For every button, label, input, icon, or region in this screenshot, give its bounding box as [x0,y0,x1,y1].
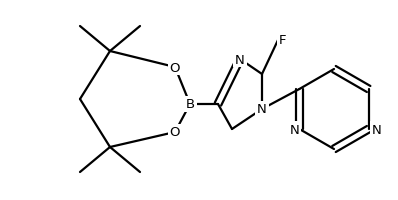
Text: N: N [289,123,299,136]
Text: N: N [235,53,245,66]
Text: B: B [185,98,195,111]
Text: O: O [170,61,180,74]
Text: N: N [257,103,267,116]
Text: O: O [170,126,180,139]
Text: N: N [372,123,382,136]
Text: F: F [279,34,287,47]
